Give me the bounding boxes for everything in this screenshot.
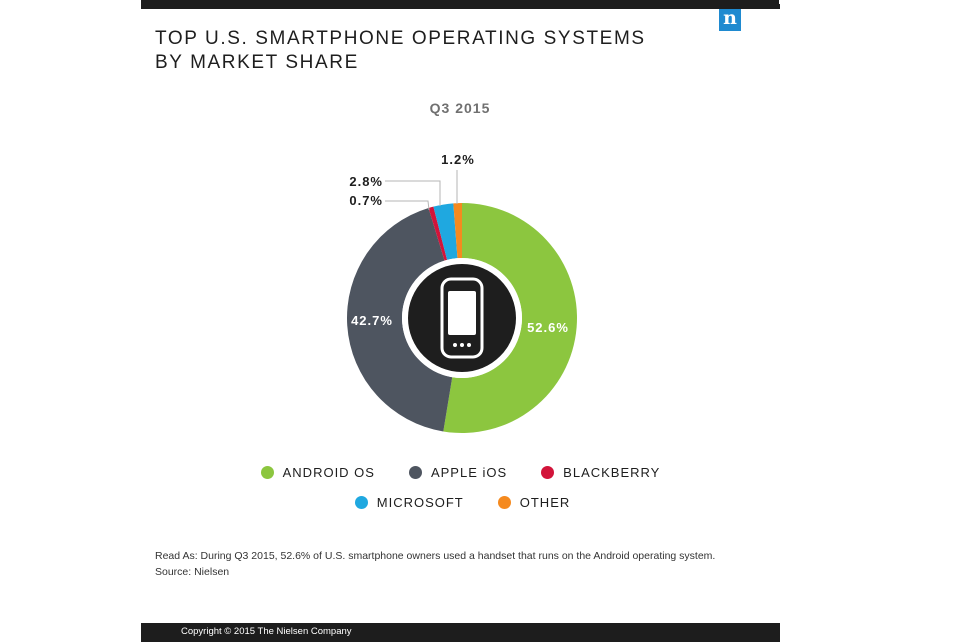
legend-swatch — [497, 496, 511, 509]
top-bar — [141, 0, 780, 9]
leader-line-microsoft — [385, 180, 441, 206]
pie-slice-android-os — [443, 203, 578, 433]
chart-title-line2: BY MARKET SHARE — [155, 52, 359, 73]
pie-slice-other — [453, 203, 462, 259]
chart-title: TOP U.S. SMARTPHONE OPERATING SYSTEMS BY… — [155, 27, 646, 75]
legend-swatch — [408, 466, 422, 479]
legend-swatch — [541, 466, 555, 479]
legend-label: APPLE iOS — [430, 465, 508, 480]
legend-label: ANDROID OS — [282, 465, 375, 480]
legend-label: OTHER — [519, 495, 571, 510]
legend-swatch — [260, 466, 274, 479]
footer-bar: Copyright © 2015 The Nielsen Company — [141, 623, 780, 642]
top-bar-tick — [779, 0, 780, 4]
pie-slice-apple-ios — [347, 207, 453, 432]
legend-item-apple-ios: APPLE iOS — [408, 465, 508, 480]
leader-line-blackberry — [385, 200, 430, 211]
legend-row-1: ANDROID OS APPLE iOS BLACKBERRY — [141, 465, 780, 480]
legend-label: BLACKBERRY — [563, 465, 661, 480]
data-label-blackberry: 0.7% — [349, 193, 383, 208]
chart-subtitle: Q3 2015 — [429, 100, 491, 116]
pie-slice-microsoft — [433, 203, 458, 260]
data-label-apple-ios: 42.7% — [351, 313, 393, 328]
legend-label: MICROSOFT — [376, 495, 464, 510]
read-as-note: Read As: During Q3 2015, 52.6% of U.S. s… — [155, 550, 716, 562]
data-label-other: 1.2% — [441, 152, 475, 167]
source-note: Source: Nielsen — [155, 566, 230, 578]
legend-row-2: MICROSOFT OTHER — [141, 495, 782, 510]
legend-item-blackberry: BLACKBERRY — [541, 465, 660, 480]
pie-slice-blackberry — [428, 206, 448, 261]
copyright-text: Copyright © 2015 The Nielsen Company — [181, 626, 352, 637]
legend-item-android-os: ANDROID OS — [260, 465, 375, 480]
nielsen-logo: n — [719, 9, 741, 31]
legend-item-microsoft: MICROSOFT — [354, 495, 464, 510]
data-label-microsoft: 2.8% — [349, 174, 383, 189]
data-label-android-os: 52.6% — [527, 320, 569, 335]
smartphone-icon — [440, 277, 484, 359]
chart-title-line1: TOP U.S. SMARTPHONE OPERATING SYSTEMS — [155, 28, 646, 49]
legend-item-other: OTHER — [497, 495, 571, 510]
legend-swatch — [354, 496, 368, 509]
chart-note: Read As: During Q3 2015, 52.6% of U.S. s… — [155, 548, 715, 580]
